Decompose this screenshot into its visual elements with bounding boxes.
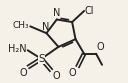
Text: N: N [42,22,50,32]
Text: S: S [38,54,45,64]
Text: O: O [69,68,76,78]
Text: O: O [52,71,60,81]
Text: CH₃: CH₃ [13,21,29,30]
Text: H₂N: H₂N [8,44,27,54]
Text: N: N [53,8,60,18]
Text: O: O [97,42,104,52]
Text: O: O [20,68,27,78]
Text: Cl: Cl [84,6,94,16]
